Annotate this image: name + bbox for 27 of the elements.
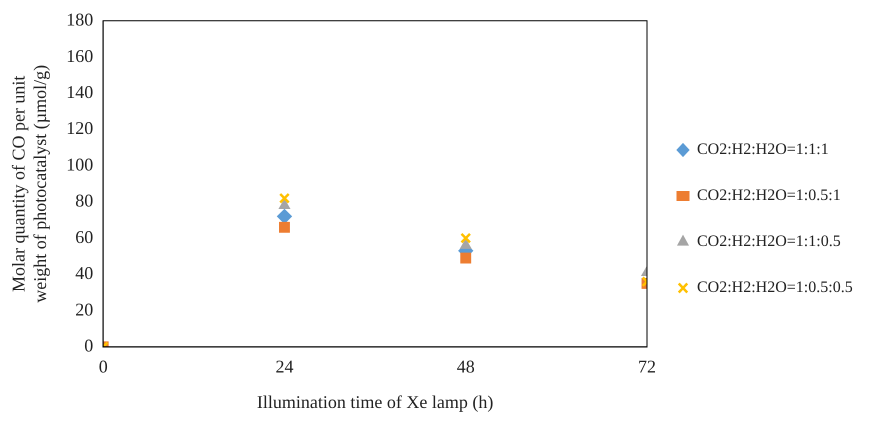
- y-axis-title: Molar quantity of CO per unit weight of photocatalyst (µmol/g): [8, 64, 50, 303]
- legend-label: CO2:H2:H2O=1:0.5:0.5: [697, 279, 853, 296]
- y-tick-label: 80: [75, 190, 94, 211]
- y-tick-label: 40: [75, 263, 94, 284]
- point: [278, 192, 290, 204]
- point: [276, 208, 292, 224]
- legend-label: CO2:H2:H2O=1:1:0.5: [697, 233, 841, 250]
- y-tick-label: 60: [75, 226, 94, 247]
- x-tick-label: 72: [638, 356, 656, 376]
- point: [279, 222, 290, 233]
- point: [278, 199, 290, 210]
- x-tick-label: 24: [275, 356, 294, 376]
- point: [460, 252, 472, 264]
- y-tick-label: 160: [66, 46, 94, 66]
- point: [460, 238, 472, 249]
- legend-label: CO2:H2:H2O=1:1:1: [697, 141, 829, 158]
- x-tick-label: 0: [98, 356, 108, 376]
- y-tick-label: 140: [66, 82, 94, 102]
- y-tick-label: 100: [66, 154, 94, 174]
- y-tick-label: 180: [66, 10, 94, 30]
- y-tick-label: 120: [66, 118, 94, 138]
- x-axis-title: Illumination time of Xe lamp (h): [256, 392, 494, 412]
- y-tick-label: 20: [75, 299, 94, 320]
- point: [460, 232, 472, 244]
- y-tick-label: 0: [84, 336, 94, 356]
- legend-label: CO2:H2:H2O=1:0.5:1: [697, 187, 841, 204]
- x-tick-label: 48: [456, 356, 475, 376]
